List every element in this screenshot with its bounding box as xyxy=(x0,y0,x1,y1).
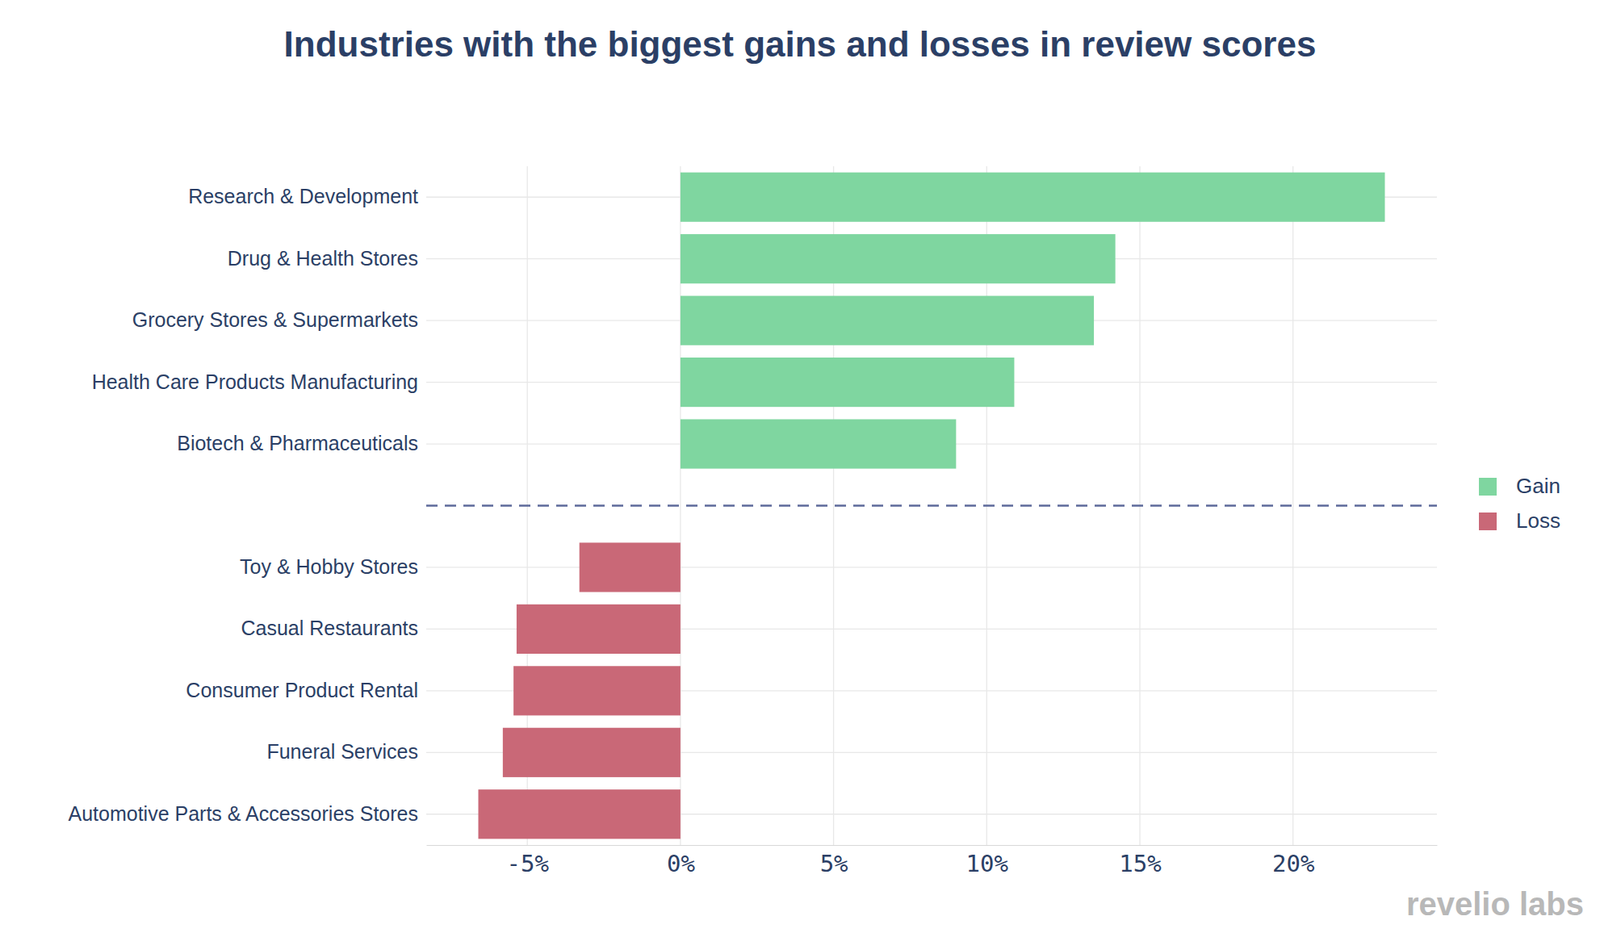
legend-swatch xyxy=(1478,477,1497,496)
bar xyxy=(579,542,681,592)
title: Industries with the biggest gains and lo… xyxy=(284,24,1317,64)
chart-svg: -5% 0% 5% 10% 15% 20% Research & Development Dr… xyxy=(0,0,1600,933)
y-axis: Research & Development Drug & Health Stor… xyxy=(67,184,427,826)
x-axis: -5% 0% 5% 10% 15% 20% xyxy=(427,845,1438,878)
y-tick: Toy & Hobby Stores xyxy=(239,555,427,579)
bar xyxy=(516,604,681,654)
x-tick: 10% xyxy=(966,845,1009,878)
y-tick-label: Research & Development xyxy=(188,184,419,208)
legend-item: Loss xyxy=(1478,508,1561,533)
bars xyxy=(477,172,1385,840)
x-axis-line xyxy=(427,845,1438,847)
y-tick-label: Toy & Hobby Stores xyxy=(239,555,419,579)
x-tick: 15% xyxy=(1118,845,1161,878)
y-tick: Research & Development xyxy=(188,184,427,208)
grid-line xyxy=(1292,166,1294,846)
y-tick: Health Care Products Manufacturing xyxy=(92,370,427,394)
bar xyxy=(680,296,1094,346)
legend-item: Gain xyxy=(1478,473,1561,499)
bar xyxy=(502,728,681,778)
y-tick-label: Casual Restaurants xyxy=(240,616,419,640)
y-tick-label: Automotive Parts & Accessories Stores xyxy=(67,802,419,826)
y-tick-label: Drug & Health Stores xyxy=(227,247,419,270)
legend: Gain Loss xyxy=(1478,473,1561,533)
bar xyxy=(680,418,956,469)
y-tick-label: Consumer Product Rental xyxy=(185,678,419,702)
x-tick: -5% xyxy=(506,845,549,878)
y-tick-label: Funeral Services xyxy=(266,740,419,763)
grid xyxy=(426,166,1437,846)
bar xyxy=(477,789,680,839)
x-tick-label: 15% xyxy=(1118,850,1161,878)
row-grid-line xyxy=(426,566,1437,568)
y-tick-label: Health Care Products Manufacturing xyxy=(92,370,419,394)
bar xyxy=(680,357,1015,407)
legend-swatch xyxy=(1478,512,1497,531)
y-tick: Automotive Parts & Accessories Stores xyxy=(67,802,427,826)
x-tick-label: -5% xyxy=(506,850,549,878)
legend-label: Gain xyxy=(1516,473,1561,499)
x-tick: 5% xyxy=(820,845,849,878)
bar xyxy=(513,665,681,716)
y-tick: Biotech & Pharmaceuticals xyxy=(176,431,427,455)
y-tick: Drug & Health Stores xyxy=(227,247,427,270)
y-tick: Consumer Product Rental xyxy=(185,678,427,702)
y-tick-label: Biotech & Pharmaceuticals xyxy=(176,431,419,455)
chart-container: -5% 0% 5% 10% 15% 20% Research & Development Dr… xyxy=(0,0,1600,933)
legend-label: Loss xyxy=(1516,508,1561,533)
y-tick: Grocery Stores & Supermarkets xyxy=(132,308,427,331)
x-tick-label: 20% xyxy=(1272,850,1315,878)
bar xyxy=(680,234,1116,284)
separator xyxy=(426,504,1437,507)
x-tick-label: 10% xyxy=(966,850,1009,878)
y-tick-label: Grocery Stores & Supermarkets xyxy=(132,308,419,331)
y-tick: Casual Restaurants xyxy=(240,616,427,640)
x-tick: 0% xyxy=(666,845,696,878)
y-tick: Funeral Services xyxy=(266,740,427,763)
x-tick: 20% xyxy=(1272,845,1315,878)
x-tick-label: 0% xyxy=(666,850,696,878)
x-tick-label: 5% xyxy=(820,850,849,878)
plot: -5% 0% 5% 10% 15% 20% Research & Development Dr… xyxy=(67,166,1437,878)
bar xyxy=(680,172,1386,222)
watermark: revelio labs xyxy=(1406,886,1584,922)
